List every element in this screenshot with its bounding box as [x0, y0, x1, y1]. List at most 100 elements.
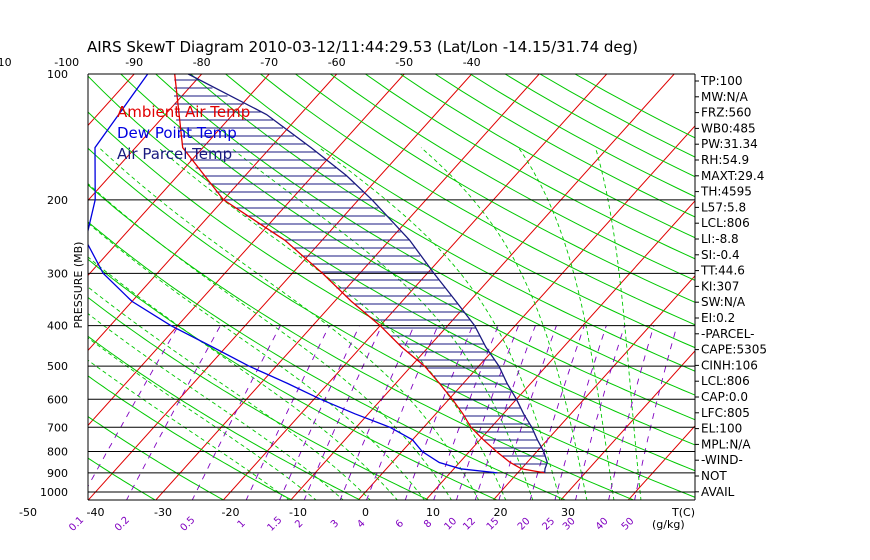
moist-adiabat: [88, 222, 425, 500]
temp-tick-label: -50: [19, 506, 37, 519]
temp-tick-label: 10: [426, 506, 440, 519]
moist-adiabat: [88, 286, 371, 500]
dry-adiabat: [88, 75, 695, 446]
legend: Ambient Air Temp Dew Point Temp Air Parc…: [117, 103, 250, 163]
profile-layer: [88, 74, 548, 474]
mixing-ratio-line: [245, 325, 330, 500]
pressure-tick-label: 900: [47, 467, 68, 480]
pressure-tick-label: 400: [47, 320, 68, 333]
stat-item: TT:44.6: [700, 264, 745, 278]
isotherm: [88, 74, 270, 277]
mixing-ratio-line: [88, 325, 179, 488]
stat-item: MW:N/A: [701, 90, 749, 104]
pressure-tick-label: 600: [47, 393, 68, 406]
mixing-ratio-tick-label: 0.1: [67, 515, 86, 534]
pressure-tick-label: 1000: [40, 486, 68, 499]
top-temp-tick-label: -100: [54, 56, 79, 69]
legend-dew-point-temp: Dew Point Temp: [117, 124, 237, 142]
mixing-ratio-tick-label: 0.2: [113, 515, 132, 534]
moist-adiabat: [98, 147, 480, 500]
y-axis-label: PRESSURE (MB): [72, 242, 85, 329]
dry-adiabat: [88, 457, 156, 500]
mixing-ratio-line: [634, 325, 678, 500]
stat-item: WB0:485: [701, 121, 756, 135]
mixing-ratio-line: [366, 325, 439, 500]
mixing-ratio-tick-label: 0.5: [178, 515, 197, 534]
stat-item: -PARCEL-: [701, 327, 755, 341]
dry-adiabat: [88, 221, 567, 500]
dew-point-temp-profile: [88, 74, 498, 474]
stat-item: CINH:106: [701, 358, 758, 372]
isotherm: [627, 425, 695, 500]
isotherm: [88, 74, 338, 352]
temp-tick-label: -10: [289, 506, 307, 519]
moist-adiabat: [88, 256, 398, 500]
mixing-ratio-line: [554, 325, 607, 500]
mixing-ratio-tick-label: 4: [355, 518, 367, 530]
dry-adiabat: [88, 335, 362, 500]
pressure-tick-label: 700: [47, 421, 68, 434]
stat-item: PW:31.34: [701, 137, 758, 151]
dry-adiabat: [469, 74, 695, 198]
isotherm: [88, 74, 135, 127]
pressure-tick-label: 300: [47, 267, 68, 280]
temp-tick-label: -40: [87, 506, 105, 519]
mixing-ratio-tick-label: 50: [620, 516, 637, 533]
stat-item: EI:0.2: [701, 311, 735, 325]
mixing-ratio-line: [608, 325, 655, 500]
dry-adiabat: [365, 74, 695, 260]
stat-item: LCL:806: [701, 216, 750, 230]
top-temp-tick-label: -60: [328, 56, 346, 69]
isotherm: [222, 74, 608, 500]
stat-item: TP:100: [700, 74, 743, 88]
top-temp-tick-label: -80: [193, 56, 211, 69]
moist-adiabat: [158, 147, 507, 500]
dry-adiabat: [88, 258, 499, 500]
isotherm: [88, 74, 203, 202]
stat-item: MPL:N/A: [701, 437, 751, 451]
stat-item: LCL:806: [701, 374, 750, 388]
stat-item: EL:100: [701, 422, 742, 436]
mixing-ratio-line: [575, 325, 626, 500]
ambient-air-temp-profile: [174, 74, 545, 474]
mixing-ratio-tick-label: 25: [540, 516, 557, 533]
top-temp-tick-label: -90: [125, 56, 143, 69]
stat-item: FRZ:560: [701, 106, 751, 120]
mixing-ratio-line: [191, 325, 281, 500]
mixing-ratio-line: [279, 325, 360, 500]
dry-adiabat: [88, 375, 293, 500]
dry-adiabat: [88, 296, 430, 500]
air-parcel-temp-profile: [187, 74, 548, 473]
stat-item: -WIND-: [701, 453, 743, 467]
top-temp-tick-label: -110: [0, 56, 12, 69]
dry-adiabat: [0, 74, 20, 501]
x-axis-unit: T(C): [671, 506, 695, 519]
stat-item: RH:54.9: [701, 153, 749, 167]
isotherm: [357, 125, 695, 500]
chart-title: AIRS SkewT Diagram 2010-03-12/11:44:29.5…: [87, 38, 638, 56]
dry-adiabat: [434, 74, 695, 218]
isotherm: [492, 275, 695, 500]
pressure-tick-label: 100: [47, 68, 68, 81]
dry-adiabat: [504, 74, 695, 178]
stat-item: CAP:0.0: [701, 390, 748, 404]
dry-adiabat: [120, 74, 695, 421]
stat-item: MAXT:29.4: [701, 169, 764, 183]
mixing-ratio-tick-label: 6: [394, 518, 406, 530]
isotherm: [88, 74, 473, 500]
legend-ambient-temp: Ambient Air Temp: [117, 103, 250, 121]
temp-tick-label: 0: [362, 506, 369, 519]
mixing-ratio-tick-label: 8: [422, 518, 434, 530]
mixing-ratio-line: [126, 325, 221, 500]
isotherm: [290, 74, 675, 500]
mixing-ratio-tick-label: 12: [461, 516, 478, 533]
dry-adiabat: [190, 74, 695, 372]
temp-tick-label: -30: [154, 506, 172, 519]
stat-item: KI:307: [701, 279, 739, 293]
mixing-ratio-tick-label: 20: [516, 516, 533, 533]
stat-item: LI:-8.8: [701, 232, 739, 246]
dry-adiabat: [225, 74, 695, 349]
stat-item: NOT: [701, 469, 727, 483]
stat-item: L57:5.8: [701, 200, 746, 214]
